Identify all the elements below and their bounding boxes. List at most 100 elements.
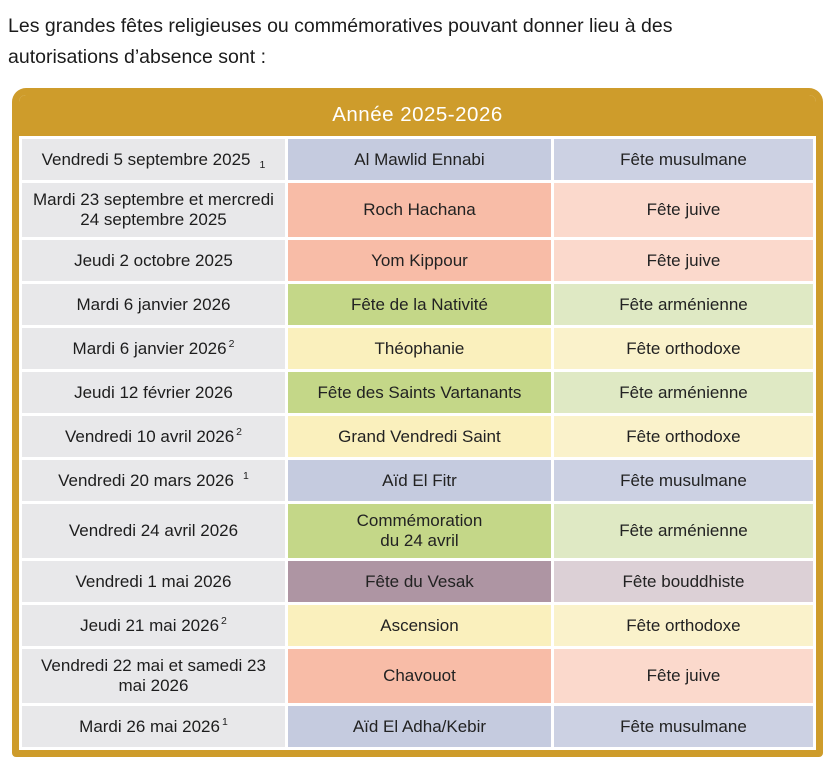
date-cell: Jeudi 2 octobre 2025 <box>22 240 285 281</box>
holiday-cell: Fête de la Nativité <box>287 284 551 325</box>
table-row: Vendredi 1 mai 2026 Fête du Vesak Fête b… <box>22 561 813 602</box>
category-label: Fête bouddhiste <box>622 571 745 591</box>
category-label: Fête juive <box>646 250 721 270</box>
date-cell: Vendredi 1 mai 2026 <box>22 561 285 602</box>
footnote-marker: 1 <box>221 715 228 728</box>
date-cell: Mardi 26 mai 2026 1 <box>22 706 285 747</box>
intro-text: Les grandes fêtes religieuses ou commémo… <box>8 15 673 68</box>
category-label: Fête musulmane <box>620 716 747 736</box>
holiday-cell: Yom Kippour <box>287 240 551 281</box>
date-text: Vendredi 20 mars 2026 <box>58 470 234 490</box>
holiday-cell: Aïd El Fitr <box>287 460 551 501</box>
holiday-name: Ascension <box>380 615 459 635</box>
category-label: Fête arménienne <box>619 382 748 402</box>
category-label: Fête orthodoxe <box>626 615 741 635</box>
table-row: Jeudi 12 février 2026 Fête des Saints Va… <box>22 372 813 413</box>
holiday-table: Année 2025-2026 Vendredi 5 septembre 202… <box>12 88 823 757</box>
category-label: Fête arménienne <box>619 294 748 314</box>
holiday-name: Fête des Saints Vartanants <box>317 382 522 402</box>
date-cell: Vendredi 5 septembre 2025 1 <box>22 139 285 180</box>
category-label: Fête arménienne <box>619 521 748 540</box>
date-cell: Jeudi 12 février 2026 <box>22 372 285 413</box>
date-cell: Vendredi 22 mai et samedi 23 mai 2026 <box>22 649 285 703</box>
holiday-table-body: Vendredi 5 septembre 2025 1 Al Mawlid Enn… <box>22 139 813 747</box>
table-row: Vendredi 24 avril 2026 Commémoration du … <box>22 504 813 558</box>
date-text: Jeudi 12 février 2026 <box>74 382 233 402</box>
category-label: Fête orthodoxe <box>626 338 741 358</box>
date-text: Mardi 23 septembre et mercredi 24 septem… <box>33 190 274 229</box>
table-title: Année 2025-2026 <box>332 103 503 126</box>
table-year-header: Année 2025-2026 <box>19 95 816 136</box>
date-cell: Mardi 23 septembre et mercredi 24 septem… <box>22 183 285 237</box>
table-row: Vendredi 20 mars 2026 1 Aïd El Fitr Fête … <box>22 460 813 501</box>
category-cell: Fête orthodoxe <box>553 328 813 369</box>
date-cell: Jeudi 21 mai 2026 2 <box>22 605 285 646</box>
date-text: Mardi 6 janvier 2026 <box>72 338 227 358</box>
footnote-marker: 2 <box>221 614 227 627</box>
category-cell: Fête musulmane <box>553 139 813 180</box>
holiday-name: Yom Kippour <box>371 250 468 270</box>
holiday-name: Fête du Vesak <box>365 571 474 591</box>
category-cell: Fête musulmane <box>553 706 813 747</box>
holiday-grid: Vendredi 5 septembre 2025 1 Al Mawlid Enn… <box>19 136 816 750</box>
category-cell: Fête bouddhiste <box>553 561 813 602</box>
table-row: Mardi 6 janvier 2026 Fête de la Nativité… <box>22 284 813 325</box>
category-label: Fête musulmane <box>620 149 747 169</box>
category-cell: Fête arménienne <box>553 372 813 413</box>
holiday-name: Roch Hachana <box>363 200 476 219</box>
category-label: Fête orthodoxe <box>626 426 741 446</box>
holiday-cell: Grand Vendredi Saint <box>287 416 551 457</box>
table-row: Vendredi 22 mai et samedi 23 mai 2026 Ch… <box>22 649 813 703</box>
category-cell: Fête arménienne <box>553 504 813 558</box>
table-row: Mardi 26 mai 2026 1 Aïd El Adha/Kebir Fêt… <box>22 706 813 747</box>
category-cell: Fête orthodoxe <box>553 605 813 646</box>
date-cell: Vendredi 20 mars 2026 1 <box>22 460 285 501</box>
category-cell: Fête arménienne <box>553 284 813 325</box>
date-cell: Vendredi 24 avril 2026 <box>22 504 285 558</box>
holiday-name: Al Mawlid Ennabi <box>354 149 485 169</box>
holiday-cell: Commémoration du 24 avril <box>287 504 551 558</box>
category-cell: Fête juive <box>553 240 813 281</box>
holiday-cell: Fête des Saints Vartanants <box>287 372 551 413</box>
table-row: Vendredi 10 avril 2026 2 Grand Vendredi S… <box>22 416 813 457</box>
date-text: Vendredi 1 mai 2026 <box>75 571 232 591</box>
category-label: Fête musulmane <box>620 470 747 490</box>
holiday-cell: Fête du Vesak <box>287 561 551 602</box>
holiday-name: Aïd El Fitr <box>382 470 457 490</box>
date-text: Vendredi 10 avril 2026 <box>64 426 235 446</box>
holiday-cell: Théophanie <box>287 328 551 369</box>
holiday-cell: Roch Hachana <box>287 183 551 237</box>
date-cell: Mardi 6 janvier 2026 <box>22 284 285 325</box>
holiday-name: Chavouot <box>383 666 456 685</box>
date-text: Vendredi 24 avril 2026 <box>68 521 239 540</box>
holiday-name: Commémoration du 24 avril <box>356 511 483 550</box>
category-label: Fête juive <box>646 666 721 685</box>
holiday-cell: Aïd El Adha/Kebir <box>287 706 551 747</box>
footnote-marker: 2 <box>228 337 235 350</box>
date-cell: Vendredi 10 avril 2026 2 <box>22 416 285 457</box>
table-row: Mardi 23 septembre et mercredi 24 septem… <box>22 183 813 237</box>
date-text: Mardi 26 mai 2026 <box>79 716 220 736</box>
holiday-name: Aïd El Adha/Kebir <box>352 716 487 736</box>
date-text: Mardi 6 janvier 2026 <box>76 294 231 314</box>
footnote-marker: 1 <box>242 469 249 482</box>
holiday-cell: Ascension <box>287 605 551 646</box>
table-row: Mardi 6 janvier 2026 2 Théophanie Fête or… <box>22 328 813 369</box>
table-row: Jeudi 2 octobre 2025 Yom Kippour Fête ju… <box>22 240 813 281</box>
holiday-cell: Al Mawlid Ennabi <box>287 139 551 180</box>
holiday-name: Grand Vendredi Saint <box>338 426 501 446</box>
footnote-marker: 1 <box>259 158 266 171</box>
table-row: Vendredi 5 septembre 2025 1 Al Mawlid Enn… <box>22 139 813 180</box>
category-cell: Fête orthodoxe <box>553 416 813 457</box>
date-text: Vendredi 5 septembre 2025 <box>41 149 251 169</box>
holiday-cell: Chavouot <box>287 649 551 703</box>
table-row: Jeudi 21 mai 2026 2 Ascension Fête orthod… <box>22 605 813 646</box>
holiday-name: Fête de la Nativité <box>350 294 488 314</box>
date-text: Jeudi 21 mai 2026 <box>80 615 220 635</box>
category-cell: Fête musulmane <box>553 460 813 501</box>
category-label: Fête juive <box>646 200 721 219</box>
date-text: Vendredi 22 mai et samedi 23 mai 2026 <box>41 656 266 695</box>
date-text: Jeudi 2 octobre 2025 <box>74 250 233 270</box>
holiday-name: Théophanie <box>374 338 465 358</box>
category-cell: Fête juive <box>553 183 813 237</box>
